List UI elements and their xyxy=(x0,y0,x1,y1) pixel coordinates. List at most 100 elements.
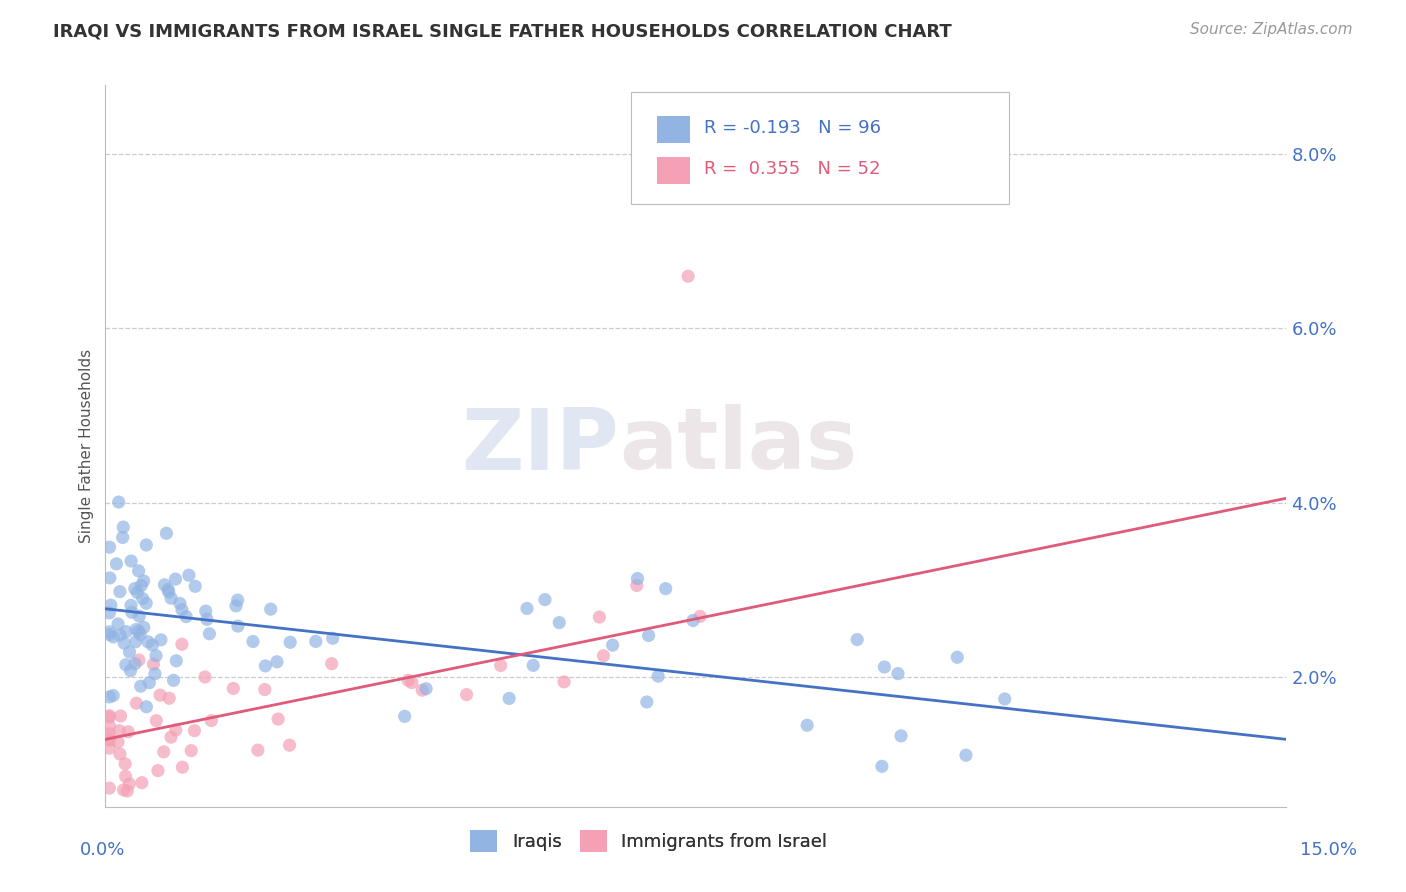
Point xyxy=(114,756,136,771)
Point xyxy=(135,596,157,610)
Point xyxy=(689,609,711,624)
Point xyxy=(98,708,121,723)
Point xyxy=(108,723,131,738)
Point xyxy=(522,658,544,673)
Point xyxy=(132,574,155,588)
Point xyxy=(157,691,180,706)
Point xyxy=(98,780,121,795)
Point xyxy=(322,632,344,646)
Point xyxy=(321,657,343,671)
Point xyxy=(132,620,155,634)
Point xyxy=(111,531,134,545)
Point xyxy=(260,602,283,616)
Point xyxy=(157,585,180,599)
Point xyxy=(165,654,187,668)
Point xyxy=(115,624,138,639)
Point xyxy=(110,628,132,642)
Point xyxy=(128,653,150,667)
Point xyxy=(143,666,166,681)
Point xyxy=(131,591,153,606)
Point xyxy=(120,599,142,613)
Point xyxy=(169,597,191,611)
Point xyxy=(194,604,217,618)
Point xyxy=(124,657,146,671)
Point xyxy=(170,603,193,617)
Text: atlas: atlas xyxy=(619,404,858,488)
Point xyxy=(135,699,157,714)
Point xyxy=(548,615,571,630)
Point xyxy=(98,624,121,639)
Point xyxy=(626,578,648,592)
Point xyxy=(98,727,121,741)
Point xyxy=(138,675,160,690)
Point xyxy=(149,688,172,702)
Point xyxy=(626,572,648,586)
Point xyxy=(98,571,121,585)
Point xyxy=(160,591,183,606)
Point xyxy=(415,681,437,696)
Point xyxy=(222,681,245,696)
Point xyxy=(145,648,167,663)
Point xyxy=(253,682,276,697)
Point xyxy=(198,626,221,640)
Point xyxy=(135,538,157,552)
Point xyxy=(129,627,152,641)
Point xyxy=(195,612,218,626)
Point xyxy=(890,729,912,743)
Point xyxy=(120,664,142,678)
Point xyxy=(796,718,818,732)
Point xyxy=(160,730,183,744)
Point xyxy=(184,579,207,593)
Text: Source: ZipAtlas.com: Source: ZipAtlas.com xyxy=(1189,22,1353,37)
Point xyxy=(107,735,129,749)
Point xyxy=(194,670,217,684)
Point xyxy=(128,609,150,624)
Point xyxy=(129,679,152,693)
Point xyxy=(654,582,676,596)
Point xyxy=(278,635,301,649)
Point xyxy=(394,709,416,723)
Point xyxy=(165,723,187,737)
Y-axis label: Single Father Households: Single Father Households xyxy=(79,349,94,543)
Point xyxy=(98,627,121,641)
Point xyxy=(110,709,132,723)
Point xyxy=(172,760,194,774)
Point xyxy=(165,572,187,586)
Point xyxy=(117,724,139,739)
Point xyxy=(125,696,148,710)
Point xyxy=(305,634,328,648)
Point xyxy=(152,745,174,759)
Point xyxy=(225,599,247,613)
Point xyxy=(870,759,893,773)
FancyBboxPatch shape xyxy=(631,92,1010,204)
Point xyxy=(142,657,165,672)
Point xyxy=(107,617,129,632)
Point xyxy=(246,743,269,757)
Point xyxy=(411,683,433,698)
Point xyxy=(955,748,977,763)
Point xyxy=(112,783,135,797)
FancyBboxPatch shape xyxy=(657,157,690,184)
Point xyxy=(100,598,122,612)
Point xyxy=(118,645,141,659)
Point xyxy=(149,632,172,647)
Point xyxy=(128,624,150,639)
Point xyxy=(267,712,290,726)
Point xyxy=(129,579,152,593)
Point xyxy=(676,269,699,284)
Point xyxy=(103,689,125,703)
Point xyxy=(456,688,478,702)
Point xyxy=(108,747,131,761)
Point xyxy=(155,526,177,541)
Point xyxy=(278,738,301,752)
Point xyxy=(177,568,200,582)
Text: R =  0.355   N = 52: R = 0.355 N = 52 xyxy=(704,161,880,178)
Text: 15.0%: 15.0% xyxy=(1301,841,1357,859)
Point xyxy=(553,674,575,689)
Point xyxy=(226,593,249,607)
Point xyxy=(637,628,659,642)
Point xyxy=(170,637,193,651)
Text: 0.0%: 0.0% xyxy=(80,841,125,859)
Point xyxy=(401,675,423,690)
Point xyxy=(105,557,128,571)
